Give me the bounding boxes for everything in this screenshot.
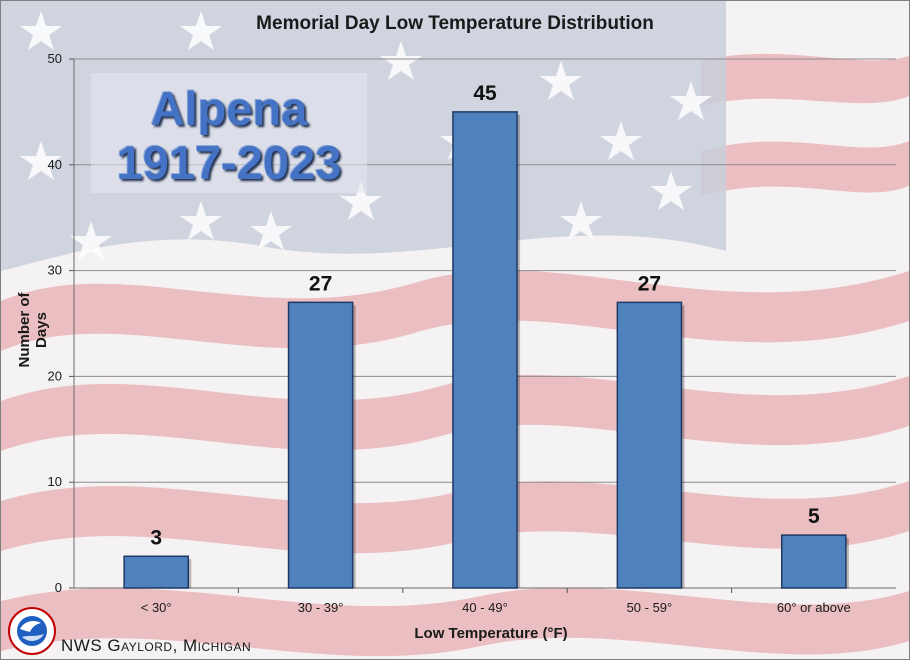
category-label-0: < 30° — [141, 600, 172, 615]
category-label-4: 60° or above — [777, 600, 851, 615]
category-label-3: 50 - 59° — [627, 600, 673, 615]
data-label-3: 27 — [638, 272, 661, 295]
y-tick-label-1: 10 — [48, 474, 62, 489]
bar-1 — [287, 301, 354, 589]
bar-3 — [616, 301, 683, 589]
bar-0 — [123, 555, 190, 589]
station-years: 1917-2023 — [116, 136, 342, 189]
y-axis-label: Number of Days — [16, 292, 50, 368]
station-label-box: Alpena 1917-2023 — [91, 73, 367, 193]
data-label-1: 27 — [309, 272, 332, 295]
y-tick-label-4: 40 — [48, 157, 62, 172]
chart-title: Memorial Day Low Temperature Distributio… — [256, 13, 654, 34]
bar-2 — [452, 111, 518, 589]
data-label-0: 3 — [150, 526, 162, 549]
station-name: Alpena — [150, 82, 308, 135]
credit-text: NWS Gaylord, Michigan — [61, 636, 252, 655]
nws-logo-icon — [8, 607, 56, 655]
y-tick-label-2: 20 — [48, 368, 62, 383]
data-label-2: 45 — [473, 82, 497, 105]
y-tick-label-5: 50 — [48, 51, 62, 66]
y-tick-label-3: 30 — [48, 263, 62, 278]
y-tick-label-0: 0 — [55, 580, 62, 595]
category-label-1: 30 - 39° — [298, 600, 344, 615]
bar-4 — [780, 534, 847, 589]
x-axis-label: Low Temperature (°F) — [414, 625, 568, 642]
data-label-4: 5 — [808, 505, 820, 528]
category-label-2: 40 - 49° — [462, 600, 508, 615]
